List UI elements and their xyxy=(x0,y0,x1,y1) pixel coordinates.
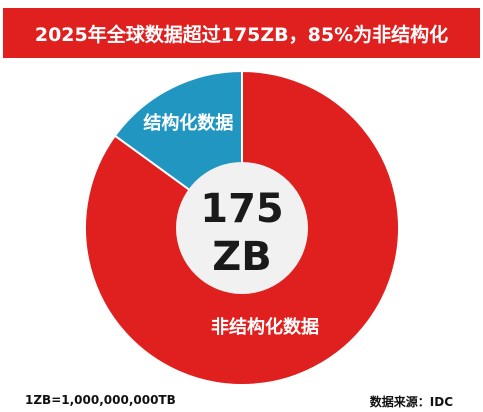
center-hole xyxy=(176,162,308,294)
unit-note: 1ZB=1,000,000,000TB xyxy=(25,393,176,407)
slice-label-unstructured: 非结构化数据 xyxy=(211,316,319,338)
title-banner: 2025年全球数据超过175ZB，85%为非结构化 xyxy=(3,8,480,58)
source-note: 数据来源：IDC xyxy=(369,395,453,409)
center-value: 175 xyxy=(200,186,284,232)
slice-label-structured: 结构化数据 xyxy=(143,112,233,134)
chart-title: 2025年全球数据超过175ZB，85%为非结构化 xyxy=(34,23,449,46)
center-unit: ZB xyxy=(212,234,272,280)
